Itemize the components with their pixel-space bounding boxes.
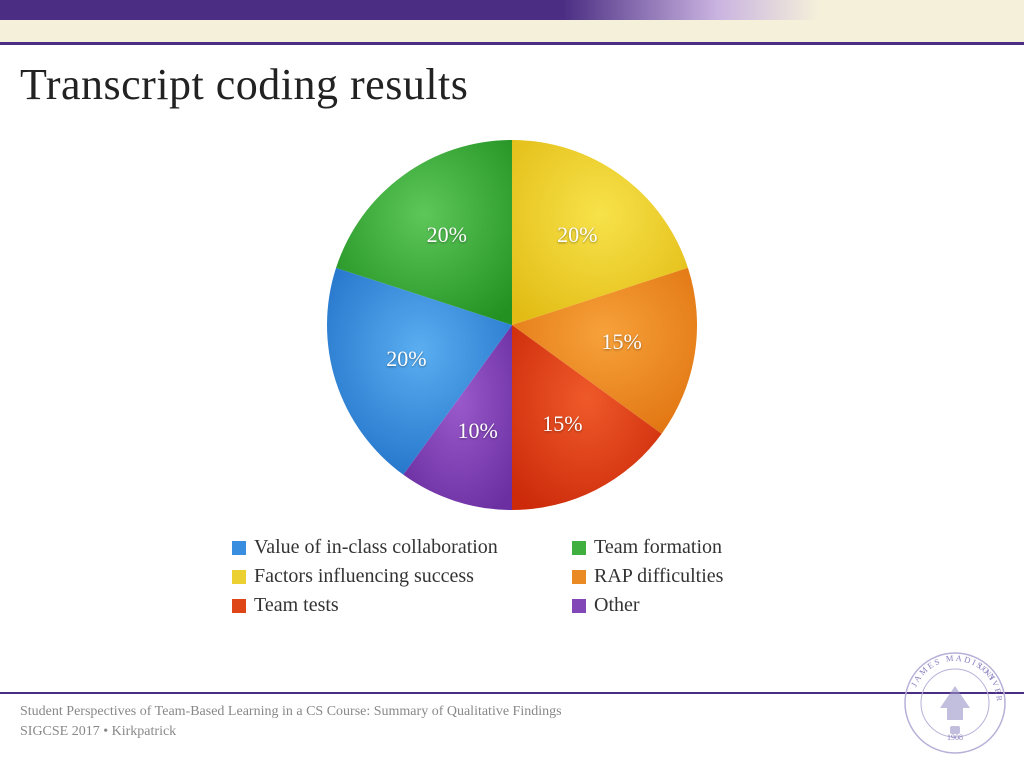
legend-label-team_formation: Team formation: [594, 536, 722, 559]
legend-swatch-rap: [572, 570, 586, 584]
university-seal-icon: JAMES MADISON UNIVERSITY 1908: [900, 648, 1010, 758]
footer-text: Student Perspectives of Team-Based Learn…: [20, 702, 562, 741]
top-gradient-bar: [0, 0, 1024, 20]
legend-label-other: Other: [594, 594, 640, 617]
footer-divider: [0, 692, 1024, 694]
legend-item-rap: RAP difficulties: [572, 565, 792, 588]
legend-item-value_collab: Value of in-class collaboration: [232, 536, 562, 559]
legend-label-team_tests: Team tests: [254, 594, 339, 617]
legend-item-other: Other: [572, 594, 792, 617]
footer-line1: Student Perspectives of Team-Based Learn…: [20, 702, 562, 722]
legend-label-rap: RAP difficulties: [594, 565, 723, 588]
legend-item-team_formation: Team formation: [572, 536, 792, 559]
footer-line2: SIGCSE 2017 • Kirkpatrick: [20, 722, 562, 742]
pie-chart: 20%15%15%10%20%20%: [327, 140, 697, 510]
legend-item-factors: Factors influencing success: [232, 565, 562, 588]
legend: Value of in-class collaboration Team form…: [232, 536, 792, 617]
svg-text:1908: 1908: [947, 733, 963, 742]
legend-item-team_tests: Team tests: [232, 594, 562, 617]
legend-swatch-team_tests: [232, 599, 246, 613]
svg-text:JAMES MADISON: JAMES MADISON: [909, 653, 999, 689]
legend-swatch-value_collab: [232, 541, 246, 555]
legend-swatch-team_formation: [572, 541, 586, 555]
page-title: Transcript coding results: [0, 45, 1024, 110]
legend-label-value_collab: Value of in-class collaboration: [254, 536, 498, 559]
cream-strip: [0, 20, 1024, 44]
legend-swatch-other: [572, 599, 586, 613]
legend-swatch-factors: [232, 570, 246, 584]
chart-area: 20%15%15%10%20%20% Value of in-class col…: [0, 140, 1024, 617]
legend-label-factors: Factors influencing success: [254, 565, 474, 588]
